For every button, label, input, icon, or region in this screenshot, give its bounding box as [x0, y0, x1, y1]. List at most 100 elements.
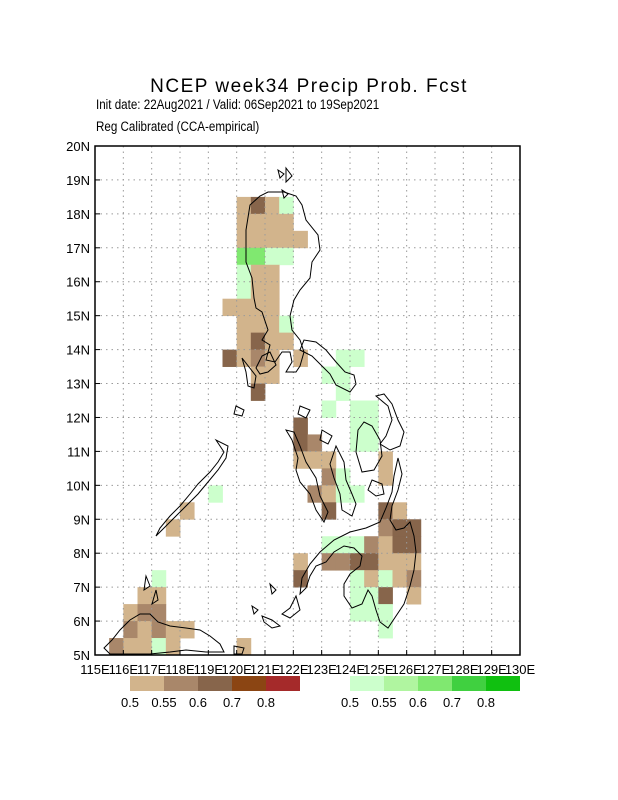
wet-legend-swatch: [384, 676, 418, 691]
latitude-label: 9N: [73, 512, 90, 527]
probability-cell: [335, 468, 351, 486]
probability-cell: [265, 298, 280, 317]
longitude-label: 117E: [137, 662, 167, 677]
init-valid-dates: Init date: 22Aug2021 / Valid: 06Sep2021 …: [96, 97, 380, 112]
probability-cell: [321, 451, 337, 469]
probability-cell: [378, 587, 393, 605]
latitude-label: 5N: [73, 648, 90, 663]
probability-cell: [265, 196, 280, 215]
probability-cell: [250, 366, 266, 384]
longitude-label: 121E: [250, 662, 281, 677]
probability-cell: [236, 281, 252, 300]
probability-cell: [265, 315, 280, 334]
probability-cell: [151, 570, 167, 588]
latitude-label: 10N: [66, 478, 90, 493]
probability-cell: [279, 230, 294, 249]
axis-ticks: [94, 145, 521, 656]
probability-cell: [279, 213, 294, 232]
probability-cell: [265, 332, 280, 350]
probability-cell: [250, 264, 266, 283]
wet-legend-label: 0.55: [371, 695, 396, 710]
longitude-label: 128E: [448, 662, 479, 677]
probability-cell: [137, 621, 153, 639]
dry-legend-label: 0.6: [189, 695, 207, 710]
probability-cell: [236, 213, 252, 232]
longitude-label: 119E: [194, 662, 224, 677]
probability-cell: [279, 332, 294, 350]
probability-cell: [123, 604, 138, 622]
probability-cell: [250, 247, 266, 266]
probability-cell: [123, 621, 138, 639]
probability-cell: [293, 417, 308, 435]
probability-cell: [123, 638, 138, 656]
probability-cell: [109, 638, 124, 656]
coastline: [103, 166, 417, 655]
probability-cell: [335, 536, 351, 554]
probability-cell: [350, 536, 365, 554]
probability-cell: [392, 536, 408, 554]
probability-cell: [265, 349, 280, 367]
probability-cell: [406, 570, 422, 588]
probability-cell: [250, 315, 266, 334]
probability-cell: [265, 230, 280, 249]
latitude-label: 8N: [73, 546, 90, 561]
probability-cell: [406, 587, 422, 605]
calibration-method: Reg Calibrated (CCA-empirical): [96, 119, 260, 134]
probability-cell: [236, 247, 252, 266]
longitude-label: 116E: [109, 662, 139, 677]
probability-cell: [364, 434, 379, 452]
probability-cell: [335, 553, 351, 571]
probability-cell: [293, 553, 308, 571]
dry-legend-swatch: [266, 676, 300, 691]
probability-cell: [335, 349, 351, 367]
probability-cell: [378, 604, 393, 622]
latitude-label: 15N: [66, 309, 90, 324]
probability-cell: [321, 485, 337, 503]
latitude-label: 13N: [66, 377, 90, 392]
probability-cell: [236, 315, 252, 334]
map-frame: [94, 145, 521, 656]
dry-legend-swatch: [130, 676, 164, 691]
dry-legend-label: 0.8: [257, 695, 275, 710]
wet-legend-label: 0.6: [409, 695, 427, 710]
probability-cell: [151, 638, 167, 656]
latitude-label: 7N: [73, 580, 90, 595]
probability-cell: [250, 383, 266, 401]
longitude-label: 130E: [505, 662, 536, 677]
dry-legend-label: 0.55: [151, 695, 176, 710]
probability-cell: [364, 400, 379, 418]
probability-cell: [392, 502, 408, 520]
wet-legend-label: 0.8: [477, 695, 495, 710]
probability-cell: [222, 298, 238, 317]
probability-cell: [293, 230, 308, 249]
probability-cell: [265, 213, 280, 232]
probability-cell: [335, 485, 351, 503]
probability-cell: [236, 230, 252, 249]
longitude-label: 118E: [165, 662, 195, 677]
probability-cell: [392, 553, 408, 571]
probability-cell: [180, 621, 195, 639]
wet-legend-label: 0.5: [341, 695, 359, 710]
latitude-label: 17N: [66, 241, 90, 256]
probability-cell: [236, 196, 252, 215]
latitude-label: 11N: [67, 444, 90, 459]
wet-legend-swatch: [350, 676, 384, 691]
probability-cell: [250, 213, 266, 232]
probability-cell: [321, 502, 337, 520]
probability-cell: [250, 230, 266, 249]
dry-legend-label: 0.5: [121, 695, 139, 710]
probability-cell: [364, 536, 379, 554]
probability-cell: [208, 485, 223, 503]
dry-legend-swatch: [164, 676, 198, 691]
probability-cell: [350, 417, 365, 435]
probability-cell: [378, 468, 393, 486]
latitude-label: 14N: [66, 343, 90, 358]
probability-cell: [265, 366, 280, 384]
probability-cell: [279, 247, 294, 266]
probability-cell: [265, 264, 280, 283]
probability-cell: [378, 502, 393, 520]
longitude-label: 123E: [306, 662, 337, 677]
probability-cell: [307, 434, 323, 452]
dry-legend-label: 0.7: [223, 695, 241, 710]
longitude-label: 124E: [335, 662, 366, 677]
